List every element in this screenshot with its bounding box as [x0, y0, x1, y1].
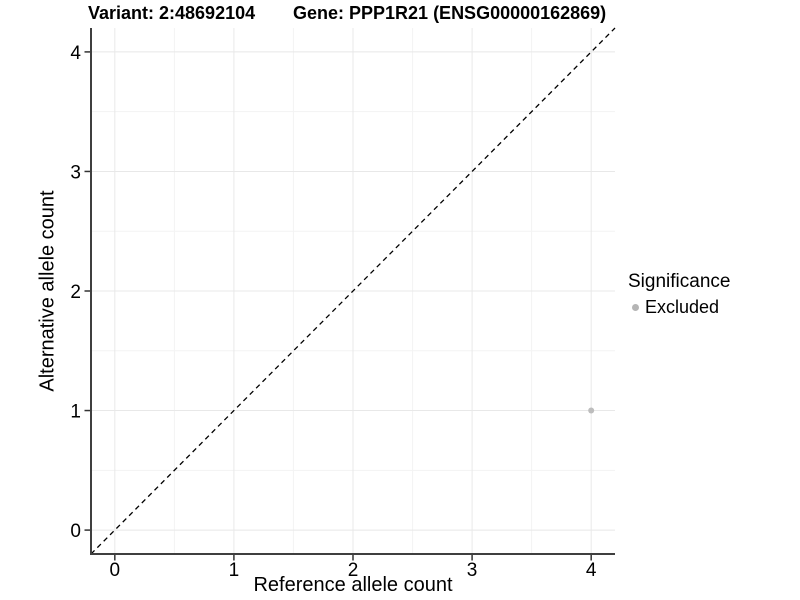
x-tick-label: 2	[348, 560, 359, 581]
identity-dashed-line	[90, 27, 616, 555]
y-axis-title: Alternative allele count	[36, 190, 59, 392]
x-axis-title: Reference allele count	[253, 574, 453, 596]
y-tick-label: 1	[70, 402, 81, 423]
legend-title: Significance	[628, 271, 731, 292]
data-point	[588, 407, 595, 414]
legend-item-label: Excluded	[645, 297, 720, 317]
x-tick-label: 1	[229, 560, 240, 581]
gene-title: Gene: PPP1R21 (ENSG00000162869)	[293, 3, 607, 23]
x-tick-label: 3	[467, 560, 478, 581]
variant-title: Variant: 2:48692104	[88, 3, 256, 23]
y-tick-label: 0	[70, 521, 81, 542]
legend-point-icon	[632, 304, 639, 311]
y-tick-label: 3	[70, 162, 81, 183]
legend-item-excluded: Excluded	[628, 297, 730, 318]
legend: Significance Excluded	[628, 271, 730, 318]
x-tick-label: 0	[110, 560, 121, 581]
y-tick-label: 4	[70, 43, 81, 64]
y-tick-label: 2	[70, 282, 81, 303]
x-tick-label: 4	[586, 560, 597, 581]
